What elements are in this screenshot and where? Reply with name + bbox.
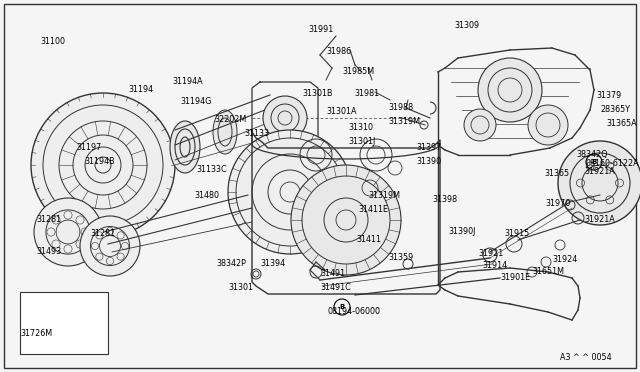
Text: 31726M: 31726M xyxy=(20,328,52,337)
Text: 31359: 31359 xyxy=(388,253,413,263)
Text: A3 ^ ^ 0054: A3 ^ ^ 0054 xyxy=(560,353,612,362)
Text: 31915: 31915 xyxy=(504,230,529,238)
Circle shape xyxy=(291,165,401,275)
Text: 31398: 31398 xyxy=(432,196,457,205)
Text: 31194G: 31194G xyxy=(180,97,211,106)
Text: 38342P: 38342P xyxy=(216,260,246,269)
Text: 31390: 31390 xyxy=(416,157,441,167)
Text: 31365A: 31365A xyxy=(606,119,637,128)
Text: 31921: 31921 xyxy=(478,250,503,259)
Text: 08160-6122A: 08160-6122A xyxy=(586,160,639,169)
Text: 31970: 31970 xyxy=(545,199,570,208)
Text: 31491C: 31491C xyxy=(320,283,351,292)
Text: 31921A: 31921A xyxy=(584,167,615,176)
Text: 31491: 31491 xyxy=(320,269,345,279)
Text: 31988: 31988 xyxy=(388,103,413,112)
Text: 31281: 31281 xyxy=(36,215,61,224)
Text: 31390J: 31390J xyxy=(448,228,476,237)
Text: 31365: 31365 xyxy=(544,170,569,179)
Text: 08194-06000: 08194-06000 xyxy=(328,308,381,317)
Text: 31319M: 31319M xyxy=(368,192,400,201)
Text: 31991: 31991 xyxy=(308,26,333,35)
Text: 31194A: 31194A xyxy=(172,77,203,87)
Text: 31411: 31411 xyxy=(356,235,381,244)
Text: 31310: 31310 xyxy=(348,124,373,132)
Ellipse shape xyxy=(213,110,237,154)
Text: 31651M: 31651M xyxy=(532,267,564,276)
Text: 31133: 31133 xyxy=(244,129,269,138)
Text: 31914: 31914 xyxy=(482,262,507,270)
Text: 31100: 31100 xyxy=(40,38,65,46)
Text: 31319M: 31319M xyxy=(388,118,420,126)
Text: 31493: 31493 xyxy=(36,247,61,257)
Text: 31194B: 31194B xyxy=(84,157,115,167)
Text: 28365Y: 28365Y xyxy=(600,106,630,115)
Text: B: B xyxy=(591,159,596,165)
Ellipse shape xyxy=(175,129,195,165)
Text: 31379: 31379 xyxy=(596,92,621,100)
Circle shape xyxy=(31,93,175,237)
Text: 31301A: 31301A xyxy=(326,108,356,116)
Text: 31901E: 31901E xyxy=(500,273,530,282)
Circle shape xyxy=(464,109,496,141)
Ellipse shape xyxy=(170,121,200,173)
Text: 31981: 31981 xyxy=(354,90,379,99)
Circle shape xyxy=(528,105,568,145)
Text: 31197: 31197 xyxy=(76,144,101,153)
Text: 31281: 31281 xyxy=(90,230,115,238)
Text: 31301J: 31301J xyxy=(348,138,375,147)
Text: 31301: 31301 xyxy=(228,283,253,292)
Circle shape xyxy=(80,216,140,276)
Ellipse shape xyxy=(180,137,190,157)
Text: B: B xyxy=(339,304,344,310)
Text: 31411E: 31411E xyxy=(358,205,388,215)
Text: 31194: 31194 xyxy=(128,86,153,94)
Ellipse shape xyxy=(218,118,232,146)
Text: 31921A: 31921A xyxy=(584,215,615,224)
Text: 31924: 31924 xyxy=(552,256,577,264)
Bar xyxy=(20,292,108,354)
Text: 31394: 31394 xyxy=(260,260,285,269)
Circle shape xyxy=(478,58,542,122)
Circle shape xyxy=(228,130,352,254)
Text: 31985M: 31985M xyxy=(342,67,374,77)
Circle shape xyxy=(558,141,640,225)
Text: 31301B: 31301B xyxy=(302,90,333,99)
Text: 31480: 31480 xyxy=(194,192,219,201)
Text: 32202M: 32202M xyxy=(214,115,246,125)
Text: 31133C: 31133C xyxy=(196,166,227,174)
Circle shape xyxy=(34,198,102,266)
Text: 31986: 31986 xyxy=(326,48,351,57)
Circle shape xyxy=(263,96,307,140)
Text: 31309: 31309 xyxy=(454,22,479,31)
Text: 38342Q: 38342Q xyxy=(576,150,607,158)
Text: 31397: 31397 xyxy=(416,144,441,153)
